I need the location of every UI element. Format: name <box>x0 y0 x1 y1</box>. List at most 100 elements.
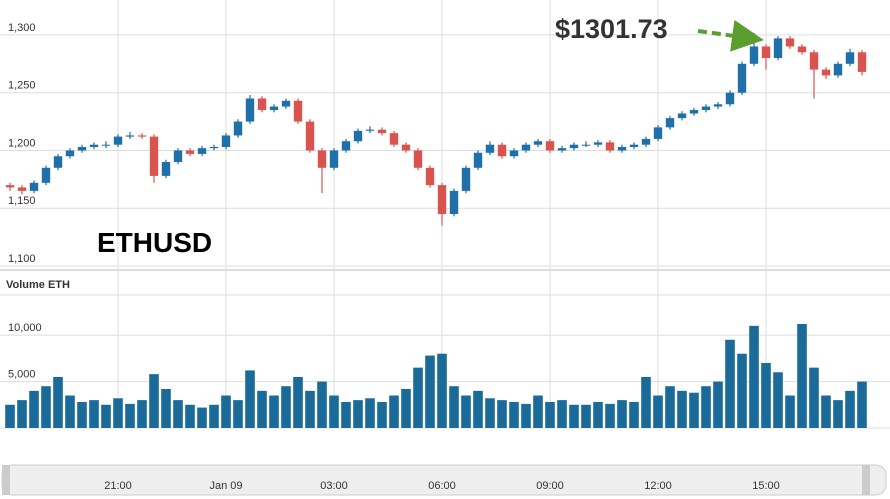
annotation-arrow <box>697 19 764 52</box>
candle-body <box>689 110 699 114</box>
candle-body <box>785 38 795 47</box>
candle-body <box>425 167 435 186</box>
volume-bar <box>389 395 399 428</box>
volume-bar <box>677 390 687 428</box>
candle-body <box>209 147 219 149</box>
y-tick-label: 1,150 <box>8 195 36 207</box>
candle-body <box>365 129 375 131</box>
volume-bar <box>701 386 711 428</box>
volume-bar <box>497 400 507 428</box>
volume-bar <box>533 395 543 428</box>
candle-body <box>173 150 183 163</box>
candle-body <box>269 106 279 111</box>
candle-body <box>737 63 747 93</box>
volume-bar <box>341 402 351 428</box>
volume-bar <box>461 395 471 428</box>
candle-body <box>329 150 339 168</box>
candle-body <box>761 46 771 59</box>
y-tick-label: 1,200 <box>8 137 36 149</box>
chart-title: ETHUSD <box>97 227 212 258</box>
volume-bar <box>641 376 651 428</box>
candle-body <box>437 185 447 215</box>
candle-body <box>257 98 267 111</box>
y-tick-label: 5,000 <box>8 369 36 381</box>
volume-bar <box>689 392 699 428</box>
candle-body <box>149 136 159 176</box>
volume-bar <box>797 324 807 428</box>
candle-body <box>245 98 255 122</box>
candle-body <box>377 129 387 134</box>
volume-bar <box>377 402 387 428</box>
volume-bar <box>653 395 663 428</box>
candle-body <box>845 52 855 64</box>
candle-body <box>89 144 99 147</box>
volume-bar <box>149 374 159 428</box>
volume-bar <box>773 372 783 428</box>
volume-bar <box>617 400 627 428</box>
volume-bar <box>5 404 15 428</box>
volume-bar <box>785 395 795 428</box>
x-tick-label: 09:00 <box>536 480 564 492</box>
candle-body <box>545 141 555 151</box>
volume-bar <box>17 400 27 428</box>
candle-body <box>809 52 819 70</box>
candle-body <box>197 148 207 154</box>
volume-label: Volume ETH <box>6 279 70 291</box>
volume-bar <box>65 395 75 428</box>
candle-body <box>101 144 111 146</box>
volume-bar <box>257 390 267 428</box>
candle-body <box>353 130 363 142</box>
candle-body <box>53 156 63 168</box>
candle-body <box>161 162 171 176</box>
navigator-handle <box>862 465 870 495</box>
candle-body <box>605 142 615 151</box>
candle-body <box>305 121 315 151</box>
candle-body <box>521 144 531 151</box>
volume-bar <box>593 402 603 428</box>
candle-body <box>797 46 807 53</box>
volume-bar <box>713 381 723 428</box>
volume-bar <box>665 386 675 428</box>
volume-bar <box>473 390 483 428</box>
y-tick-label: 1,300 <box>8 22 36 34</box>
volume-bar <box>845 390 855 428</box>
candle-body <box>653 127 663 139</box>
volume-bar <box>137 400 147 428</box>
x-tick-label: 03:00 <box>320 480 348 492</box>
candle-body <box>833 63 843 76</box>
volume-bar <box>629 402 639 428</box>
candle-body <box>473 152 483 168</box>
x-tick-label: 06:00 <box>428 480 456 492</box>
x-tick-label: 21:00 <box>104 480 132 492</box>
volume-bar <box>737 353 747 428</box>
candle-body <box>233 121 243 136</box>
volume-bar <box>485 398 495 428</box>
x-tick-label: Jan 09 <box>209 480 242 492</box>
x-tick-label: 15:00 <box>752 480 780 492</box>
candle-body <box>857 52 867 72</box>
volume-bar <box>749 325 759 428</box>
volume-bar <box>365 398 375 428</box>
candle-body <box>581 144 591 146</box>
candle-body <box>641 138 651 145</box>
candle-body <box>449 190 459 215</box>
volume-bar <box>449 386 459 428</box>
candle-body <box>509 150 519 157</box>
candle-body <box>389 133 399 145</box>
candle-body <box>77 147 87 151</box>
candle-body <box>413 150 423 168</box>
candle-body <box>461 167 471 191</box>
candle-body <box>749 46 759 64</box>
volume-bar <box>437 353 447 428</box>
volume-bar <box>173 400 183 428</box>
x-tick-label: 12:00 <box>644 480 672 492</box>
x-axis: 21:00 Jan 09 03:00 06:00 09:00 12:00 15:00 <box>104 480 780 492</box>
volume-bar <box>209 404 219 428</box>
volume-bar <box>185 404 195 428</box>
candle-body <box>821 69 831 76</box>
volume-bar <box>509 402 519 428</box>
candle-body <box>713 104 723 107</box>
candle-body <box>617 147 627 151</box>
volume-bar <box>293 376 303 428</box>
volume-bar <box>821 395 831 428</box>
